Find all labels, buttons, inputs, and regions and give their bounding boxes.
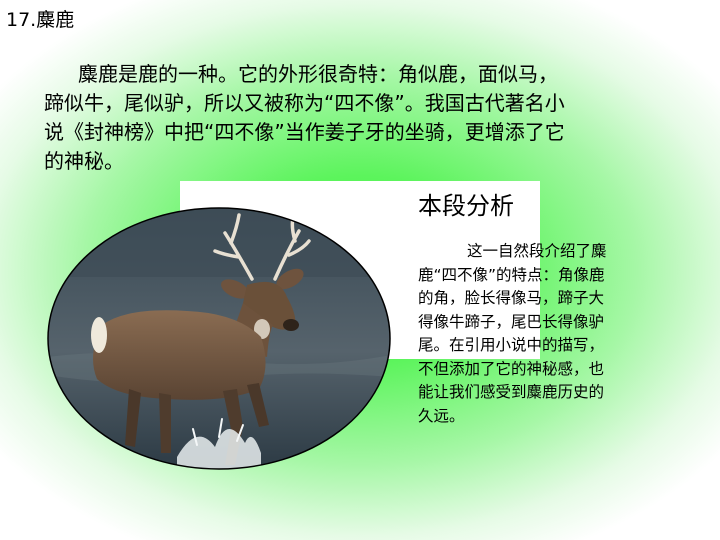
intro-line: 的神秘。 [44, 149, 124, 173]
analysis-line: 得像牛蹄子，尾巴长得像驴 [418, 312, 605, 331]
analysis-line: 鹿“四不像”的特点：角像鹿 [418, 265, 605, 284]
analysis-line: 不但添加了它的神秘感，也 [418, 359, 605, 378]
intro-line: 蹄似牛，尾似驴，所以又被称为“四不像”。我国古代著名小 [44, 91, 565, 115]
slide-title: 17.麋鹿 [6, 9, 75, 31]
deer-photo [47, 207, 391, 470]
analysis-line: 能让我们感受到麋鹿历史的 [418, 383, 605, 401]
intro-line: 麋鹿是鹿的一种。它的外形很奇特：角似鹿，面似马， [78, 62, 558, 86]
intro-paragraph: 麋鹿是鹿的一种。它的外形很奇特：角似鹿，面似马， 蹄似牛，尾似驴，所以又被称为“… [44, 60, 674, 176]
analysis-line: 久远。 [418, 406, 465, 425]
intro-line: 说《封神榜》中把“四不像”当作姜子牙的坐骑，更增添了它 [44, 120, 565, 144]
analysis-line: 的角，脸长得像马，蹄子大 [418, 289, 605, 307]
analysis-paragraph: 这一自然段介绍了麋 鹿“四不像”的特点：角像鹿 的角，脸长得像马，蹄子大 得像牛… [418, 240, 668, 428]
analysis-line: 尾。在引用小说中的描写， [418, 336, 605, 354]
analysis-line: 这一自然段介绍了麋 [467, 242, 607, 260]
analysis-title: 本段分析 [418, 192, 514, 220]
